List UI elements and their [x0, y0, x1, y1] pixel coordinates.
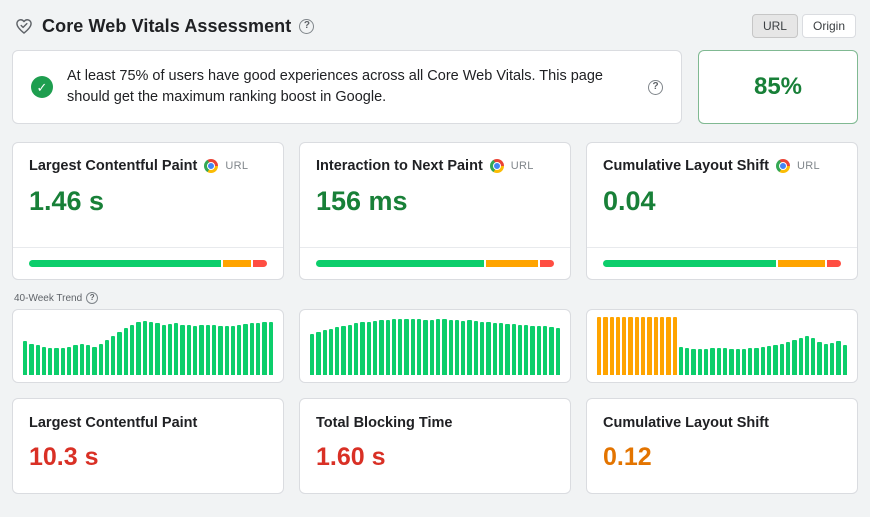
lcp-field-body: Largest Contentful Paint URL 1.46 s — [13, 143, 283, 247]
lcp-trend-chart — [23, 317, 273, 375]
metric-name: Interaction to Next Paint — [316, 158, 483, 174]
lab-metrics-row: Largest Contentful Paint 10.3 s Total Bl… — [12, 398, 858, 494]
metric-value: 0.04 — [603, 186, 656, 216]
header: Core Web Vitals Assessment ? URL Origin — [12, 10, 858, 50]
summary-row: ✓ At least 75% of users have good experi… — [12, 50, 858, 124]
metric-value: 0.12 — [603, 443, 652, 471]
metric-value: 1.60 s — [316, 443, 386, 471]
inp-trend-card — [299, 309, 571, 383]
metric-name: Largest Contentful Paint — [29, 415, 198, 431]
lcp-lab-card: Largest Contentful Paint 10.3 s — [12, 398, 284, 494]
inp-field-body: Interaction to Next Paint URL 156 ms — [300, 143, 570, 247]
lcp-field-card: Largest Contentful Paint URL 1.46 s — [12, 142, 284, 280]
metric-name: Cumulative Layout Shift — [603, 415, 769, 431]
cls-trend-card — [586, 309, 858, 383]
cls-field-card: Cumulative Layout Shift URL 0.04 — [586, 142, 858, 280]
chrome-icon — [204, 159, 219, 173]
metric-name: Largest Contentful Paint — [29, 158, 198, 174]
trend-label: 40-Week Trend — [14, 292, 83, 304]
inp-trend-chart — [310, 317, 560, 375]
score-card: 85% — [698, 50, 858, 124]
metric-value: 156 ms — [316, 186, 408, 216]
cls-trend-chart — [597, 317, 847, 375]
cls-field-footer — [587, 247, 857, 279]
assessment-message: At least 75% of users have good experien… — [67, 67, 603, 105]
heart-check-icon — [14, 16, 34, 36]
inp-field-card: Interaction to Next Paint URL 156 ms — [299, 142, 571, 280]
scope-label: URL — [510, 160, 534, 172]
metric-value: 1.46 s — [29, 186, 105, 216]
cls-field-title-row: Cumulative Layout Shift URL — [603, 158, 841, 174]
tbt-lab-card: Total Blocking Time 1.60 s — [299, 398, 571, 494]
cwv-panel: Core Web Vitals Assessment ? URL Origin … — [12, 10, 858, 494]
scope-label: URL — [796, 160, 820, 172]
lcp-field-footer — [13, 247, 283, 279]
title-help-icon[interactable]: ? — [299, 18, 315, 34]
cls-lab-card: Cumulative Layout Shift 0.12 — [586, 398, 858, 494]
metric-name: Cumulative Layout Shift — [603, 158, 769, 174]
inp-field-title-row: Interaction to Next Paint URL — [316, 158, 554, 174]
chrome-icon — [489, 159, 504, 173]
page-title: Core Web Vitals Assessment — [42, 15, 292, 36]
lcp-distribution-bar — [29, 260, 267, 267]
scope-label: URL — [225, 160, 249, 172]
field-metrics-row: Largest Contentful Paint URL 1.46 s Inte… — [12, 142, 858, 280]
scope-toggle: URL Origin — [751, 14, 856, 38]
assessment-help-icon[interactable]: ? — [648, 79, 663, 95]
score-value: 85% — [753, 73, 803, 100]
assessment-card: ✓ At least 75% of users have good experi… — [12, 50, 682, 124]
lcp-field-title-row: Largest Contentful Paint URL — [29, 158, 267, 174]
trend-charts-row — [12, 309, 858, 383]
chrome-icon — [775, 159, 790, 173]
url-toggle-button[interactable]: URL — [751, 14, 798, 38]
cls-distribution-bar — [603, 260, 841, 267]
metric-value: 10.3 s — [29, 443, 99, 471]
origin-toggle-button[interactable]: Origin — [801, 14, 856, 38]
inp-field-footer — [300, 247, 570, 279]
lcp-trend-card — [12, 309, 284, 383]
pass-check-icon: ✓ — [31, 76, 53, 98]
trend-help-icon[interactable]: ? — [86, 292, 99, 304]
metric-name: Total Blocking Time — [316, 415, 453, 431]
cls-field-body: Cumulative Layout Shift URL 0.04 — [587, 143, 857, 247]
inp-distribution-bar — [316, 260, 554, 267]
trend-label-row: 40-Week Trend ? — [14, 292, 858, 304]
